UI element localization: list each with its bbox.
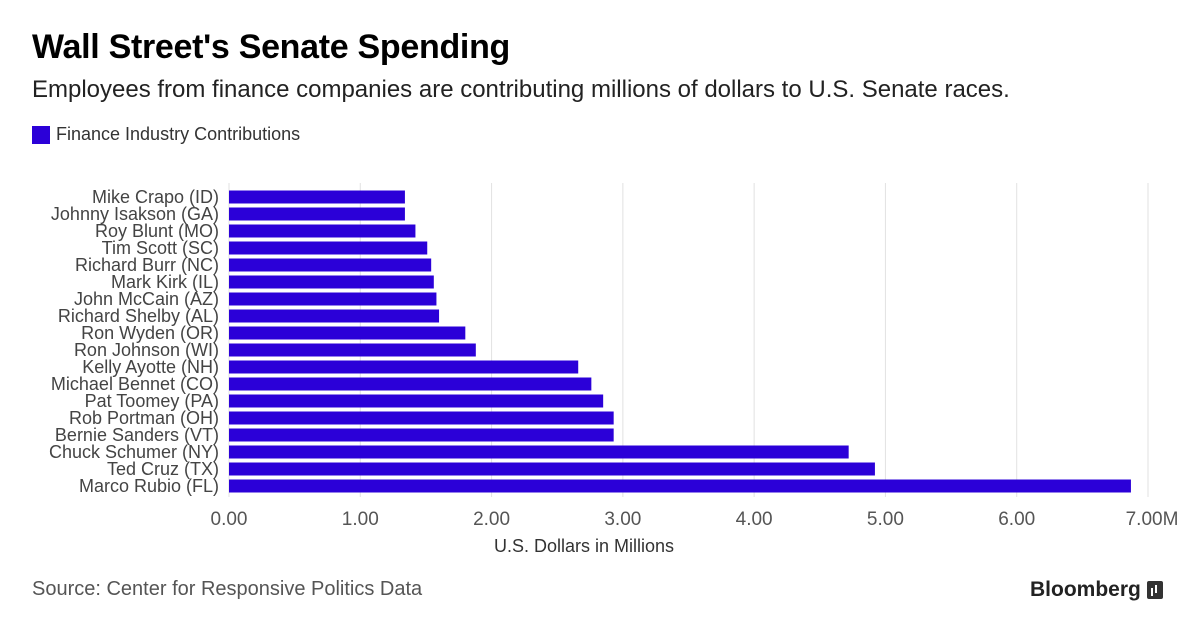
category-label: Ted Cruz (TX) — [107, 459, 219, 479]
brand-name: Bloomberg — [1030, 578, 1141, 601]
bar — [229, 428, 614, 442]
chart-title: Wall Street's Senate Spending — [32, 28, 511, 66]
legend-label: Finance Industry Contributions — [56, 124, 301, 144]
category-label: Rob Portman (OH) — [69, 408, 219, 428]
bar — [229, 411, 614, 425]
x-axis-label: U.S. Dollars in Millions — [494, 536, 674, 556]
bars — [229, 190, 1131, 493]
category-label: Michael Bennet (CO) — [51, 374, 219, 394]
bar — [229, 462, 875, 476]
legend-swatch — [32, 125, 50, 144]
x-tick-label: 7.00M — [1126, 509, 1179, 530]
bar — [229, 445, 849, 459]
category-label: John McCain (AZ) — [74, 289, 219, 309]
bar — [229, 309, 440, 323]
x-tick-label: 3.00 — [604, 509, 641, 530]
x-tick-label: 4.00 — [736, 509, 773, 530]
x-tick-label: 6.00 — [998, 509, 1035, 530]
category-label: Mike Crapo (ID) — [92, 187, 219, 207]
category-labels: Mike Crapo (ID)Johnny Isakson (GA)Roy Bl… — [49, 187, 219, 496]
category-label: Tim Scott (SC) — [102, 238, 219, 258]
x-tick-label: 0.00 — [211, 509, 248, 530]
category-label: Richard Burr (NC) — [75, 255, 219, 275]
bar — [229, 207, 405, 221]
bar — [229, 241, 428, 255]
bar — [229, 275, 434, 289]
bar — [229, 258, 432, 272]
category-label: Bernie Sanders (VT) — [55, 425, 219, 445]
category-label: Marco Rubio (FL) — [79, 476, 219, 496]
bar — [229, 190, 405, 204]
grid-lines — [228, 183, 1149, 497]
bar — [229, 224, 416, 238]
category-label: Pat Toomey (PA) — [85, 391, 219, 411]
category-label: Chuck Schumer (NY) — [49, 442, 219, 462]
brand-logo: Bloomberg — [1030, 578, 1163, 602]
x-tick-label: 1.00 — [342, 509, 379, 530]
chart-subtitle: Employees from finance companies are con… — [32, 76, 1010, 103]
bar — [229, 479, 1131, 493]
category-label: Ron Johnson (WI) — [74, 340, 219, 360]
bar — [229, 377, 592, 391]
category-label: Richard Shelby (AL) — [58, 306, 219, 326]
x-tick-label: 2.00 — [473, 509, 510, 530]
legend: Finance Industry Contributions — [32, 124, 300, 145]
bar — [229, 292, 437, 306]
category-label: Johnny Isakson (GA) — [51, 204, 219, 224]
bar — [229, 360, 579, 374]
bar — [229, 326, 466, 340]
category-label: Kelly Ayotte (NH) — [82, 357, 219, 377]
category-label: Roy Blunt (MO) — [95, 221, 219, 241]
category-label: Ron Wyden (OR) — [81, 323, 219, 343]
source-note: Source: Center for Responsive Politics D… — [32, 578, 423, 600]
category-label: Mark Kirk (IL) — [111, 272, 219, 292]
bar — [229, 394, 604, 408]
bar — [229, 343, 476, 357]
x-tick-labels: 0.00 1.00 2.00 3.00 4.00 5.00 6.00 7.00M — [211, 509, 1179, 530]
x-tick-label: 5.00 — [867, 509, 904, 530]
bloomberg-terminal-icon — [1146, 581, 1163, 599]
